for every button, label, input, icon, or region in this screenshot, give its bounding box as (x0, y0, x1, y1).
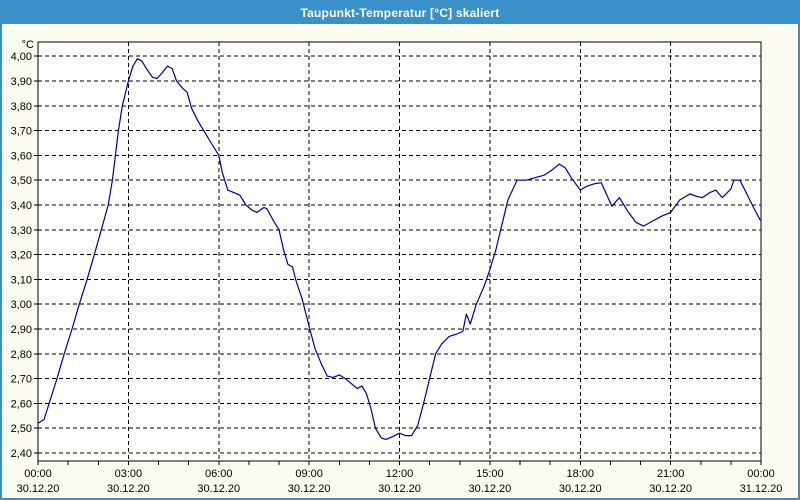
x-tick-date-label: 30.12.20 (649, 483, 692, 495)
x-tick-time-label: 21:00 (657, 468, 685, 480)
y-axis-unit-label: °C (22, 39, 34, 51)
x-tick-date-label: 30.12.20 (378, 483, 421, 495)
y-tick-label: 2,70 (11, 374, 32, 386)
y-tick-label: 3,50 (11, 175, 32, 187)
x-tick-time-label: 00:00 (24, 468, 52, 480)
x-tick-time-label: 06:00 (205, 468, 233, 480)
plot-area (38, 42, 761, 461)
series-line (37, 58, 761, 440)
y-axis-labels: 4,00 3,90 3,80 3,70 3,60 3,50 3,40 3,30 3,20 3,10… (11, 51, 32, 460)
x-tick-time-label: 15:00 (476, 468, 504, 480)
x-tick-date-label: 30.12.20 (107, 483, 150, 495)
x-tick-time-label: 00:00 (747, 468, 775, 480)
x-tick-time-label: 18:00 (566, 468, 594, 480)
y-tick-label: 3,10 (11, 274, 32, 286)
y-tick-label: 3,80 (11, 101, 32, 113)
y-tick-label: 3,70 (11, 126, 32, 138)
plot-background (38, 42, 761, 461)
y-tick-label: 2,60 (11, 398, 32, 410)
y-tick-label: 2,80 (11, 349, 32, 361)
dewpoint-curve (37, 58, 761, 440)
y-tick-label: 3,90 (11, 76, 32, 88)
x-tick-date-label: 30.12.20 (288, 483, 331, 495)
y-tick-label: 2,40 (11, 448, 32, 460)
y-tick-label: 2,50 (11, 423, 32, 435)
x-tick-date-label: 30.12.20 (17, 483, 60, 495)
x-tick-date-label: 30.12.20 (559, 483, 602, 495)
y-tick-label: 4,00 (11, 51, 32, 63)
y-tick-label: 3,30 (11, 225, 32, 237)
y-tick-label: 2,90 (11, 324, 32, 336)
x-axis-labels: 00:00 30.12.20 03:00 30.12.20 06:00 30.12.20 0… (17, 468, 783, 495)
x-tick-time-label: 09:00 (295, 468, 323, 480)
y-axis-unit: °C (22, 39, 34, 51)
x-tick-time-label: 03:00 (115, 468, 143, 480)
y-tick-label: 3,00 (11, 299, 32, 311)
dewpoint-chart: 4,00 3,90 3,80 3,70 3,60 3,50 3,40 3,30 3,20 3,10… (11, 39, 783, 495)
chart-canvas: 4,00 3,90 3,80 3,70 3,60 3,50 3,40 3,30 3,20 3,10… (2, 24, 798, 498)
gridlines (38, 42, 761, 461)
title-bar[interactable]: Taupunkt-Temperatur [°C] skaliert (2, 2, 798, 24)
x-tick-date-label: 30.12.20 (197, 483, 240, 495)
y-tick-label: 3,60 (11, 150, 32, 162)
x-tick-date-label: 30.12.20 (468, 483, 511, 495)
x-tick-time-label: 12:00 (386, 468, 414, 480)
y-tick-label: 3,40 (11, 200, 32, 212)
y-tick-label: 3,20 (11, 250, 32, 262)
axis-ticks (34, 55, 762, 465)
x-tick-date-label: 31.12.20 (740, 483, 783, 495)
